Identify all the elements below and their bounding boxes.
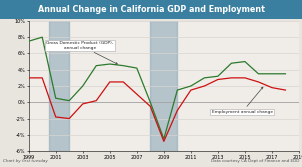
Text: Employment annual change: Employment annual change <box>212 87 273 114</box>
Text: Chart by first tuesday: Chart by first tuesday <box>3 159 48 163</box>
Text: Gross Domestic Product (GDP),
annual change: Gross Domestic Product (GDP), annual cha… <box>47 41 117 64</box>
Bar <box>150 21 177 151</box>
Bar <box>49 21 69 151</box>
Text: Annual Change in California GDP and Employment: Annual Change in California GDP and Empl… <box>37 5 265 14</box>
Text: Data courtesy CA Dept of Finance and EDD: Data courtesy CA Dept of Finance and EDD <box>210 159 299 163</box>
